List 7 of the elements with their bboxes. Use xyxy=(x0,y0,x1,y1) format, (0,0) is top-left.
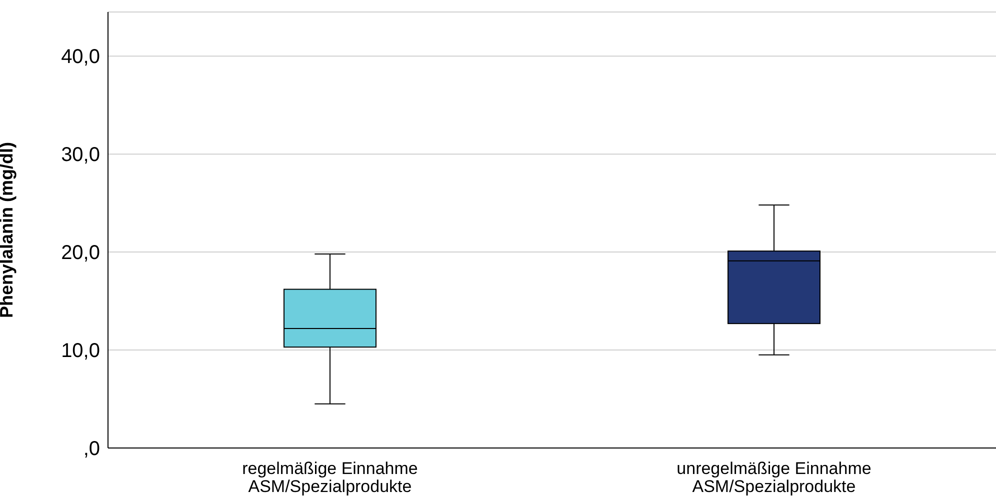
x-tick-label: regelmäßige Einnahme ASM/Spezialprodukte xyxy=(242,459,418,496)
x-tick-label: unregelmäßige Einnahme ASM/Spezialprodukte xyxy=(676,459,872,496)
y-tick-label: 40,0 xyxy=(61,46,100,68)
y-tick-label: 20,0 xyxy=(61,242,100,264)
y-tick-label: 30,0 xyxy=(61,144,100,166)
y-tick-label: ,0 xyxy=(83,438,100,460)
y-tick-label: 10,0 xyxy=(61,340,100,362)
